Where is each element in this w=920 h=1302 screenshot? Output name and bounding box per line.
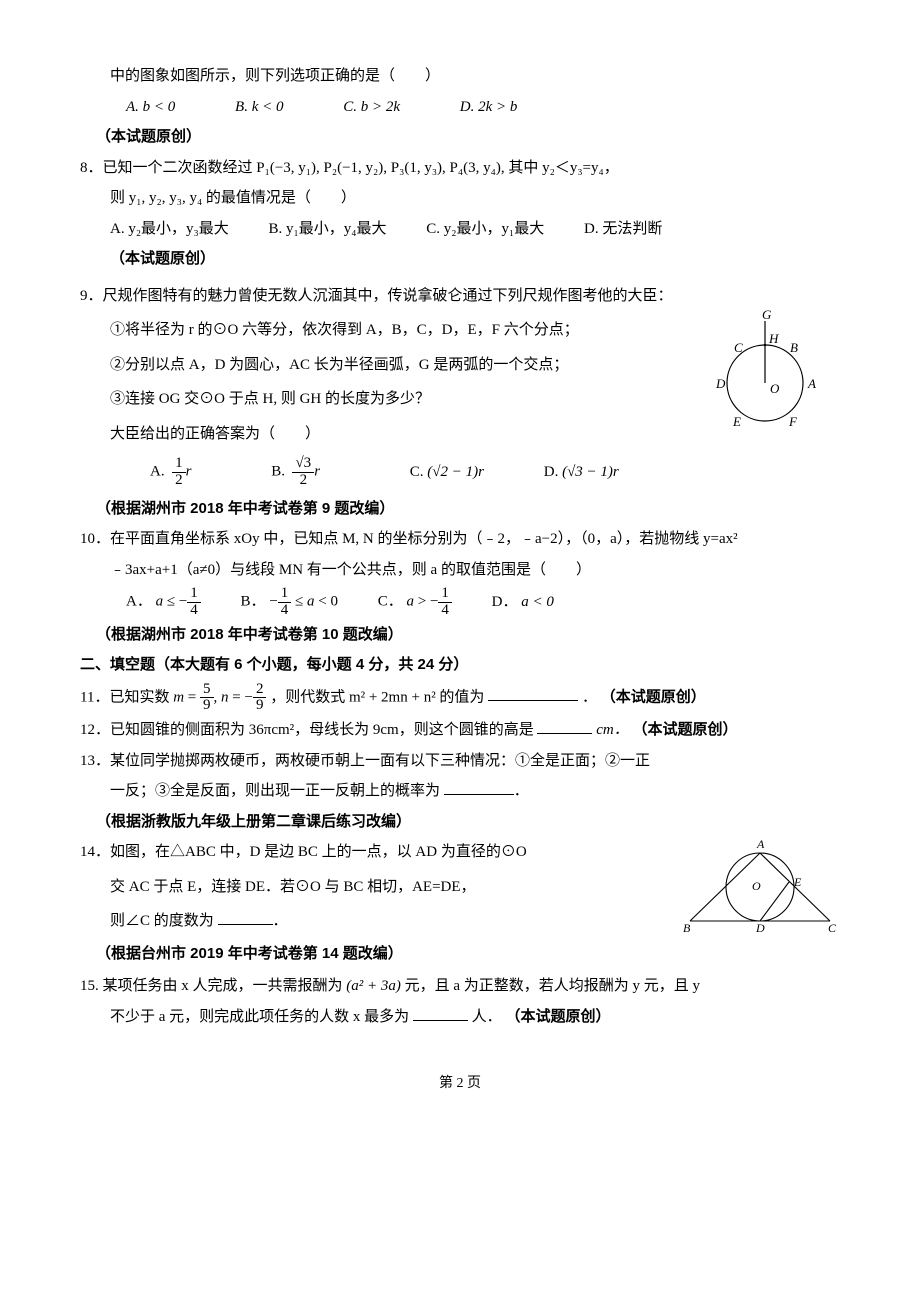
section-2-heading: 二、填空题（本大题有 6 个小题，每小题 4 分，共 24 分） xyxy=(80,651,840,680)
q7-opt-c: C. b > 2k xyxy=(343,93,400,122)
q9-circle-svg: A B C D E F G H O xyxy=(710,308,840,458)
q10-opt-a: A． a ≤ −14 xyxy=(126,586,201,619)
q10-opt-b: B． −14 ≤ a < 0 xyxy=(241,586,338,619)
q8-stem-2: 则 y₁, y₂, y₃, y₄ 的最值情况是（ ） xyxy=(80,184,840,213)
q10-note: （根据湖州市 2018 年中考试卷第 10 题改编） xyxy=(80,621,840,650)
q8-opt-d: D. 无法判断 xyxy=(584,215,662,244)
q9-row: 9．尺规作图特有的魅力曾使无数人沉湎其中，传说拿破仑通过下列尺规作图考他的大臣：… xyxy=(80,282,840,449)
q14-blank[interactable] xyxy=(218,909,273,925)
q14-figure: A B C D E O xyxy=(680,832,840,953)
q12-blank[interactable] xyxy=(537,718,592,734)
svg-text:H: H xyxy=(768,331,779,346)
q10-opt-c: C． a > −14 xyxy=(378,586,452,619)
q8-options: A. y₂最小，y₃最大 B. y₁最小，y₄最大 C. y₂最小，y₁最大 D… xyxy=(80,215,840,244)
q15-blank[interactable] xyxy=(413,1005,468,1021)
svg-text:B: B xyxy=(683,921,691,935)
svg-text:C: C xyxy=(828,921,837,935)
q9-stem: 9．尺规作图特有的魅力曾使无数人沉湎其中，传说拿破仑通过下列尺规作图考他的大臣： xyxy=(80,282,840,311)
q15-stem-2: 不少于 a 元，则完成此项任务的人数 x 最多为 人． （本试题原创） xyxy=(80,1003,840,1032)
q8-opt-c: C. y₂最小，y₁最大 xyxy=(426,215,544,244)
q11: 11．已知实数 m = 59, n = −29 ，则代数式 m² + 2mn +… xyxy=(80,682,840,715)
q7-opt-a: A. b < 0 xyxy=(126,93,175,122)
svg-text:O: O xyxy=(752,879,761,893)
q8-stem-1: 8．已知一个二次函数经过 P₁(−3, y₁), P₂(−1, y₂), P₃(… xyxy=(80,154,840,183)
q8-note: （本试题原创） xyxy=(80,245,840,274)
q10-opt-d: D． a < 0 xyxy=(492,588,554,617)
svg-text:C: C xyxy=(734,340,743,355)
q13-blank[interactable] xyxy=(444,779,514,795)
q10-options: A． a ≤ −14 B． −14 ≤ a < 0 C． a > −14 D． … xyxy=(80,586,840,619)
q9-opt-d: D. (√3 − 1)r xyxy=(544,458,619,487)
q9-figure: A B C D E F G H O xyxy=(710,308,840,469)
svg-text:A: A xyxy=(756,837,765,851)
svg-text:D: D xyxy=(715,376,726,391)
q7-options: A. b < 0 B. k < 0 C. b > 2k D. 2k > b xyxy=(80,93,840,122)
svg-text:O: O xyxy=(770,381,780,396)
svg-text:A: A xyxy=(807,376,816,391)
q9-opt-c: C. (√2 − 1)r xyxy=(410,458,484,487)
svg-text:G: G xyxy=(762,308,772,322)
svg-text:B: B xyxy=(790,340,798,355)
q13-stem-1: 13．某位同学抛掷两枚硬币，两枚硬币朝上一面有以下三种情况：①全是正面；②一正 xyxy=(80,747,840,776)
q14-svg: A B C D E O xyxy=(680,832,840,942)
q13-stem-2: 一反；③全是反面，则出现一正一反朝上的概率为 ． xyxy=(80,777,840,806)
q7-stem-cont: 中的图象如图所示，则下列选项正确的是（ ） xyxy=(80,62,840,91)
q15-stem-1: 15. 某项任务由 x 人完成，一共需报酬为 (a² + 3a) 元，且 a 为… xyxy=(80,972,840,1001)
q8-opt-a: A. y₂最小，y₃最大 xyxy=(110,215,229,244)
q7-opt-d: D. 2k > b xyxy=(460,93,518,122)
q11-blank[interactable] xyxy=(488,685,578,701)
q10-stem-1: 10．在平面直角坐标系 xOy 中，已知点 M, N 的坐标分别为（﹣2，﹣a−… xyxy=(80,525,840,554)
q14-row: 14．如图，在△ABC 中，D 是边 BC 上的一点，以 AD 为直径的⊙O 交… xyxy=(80,838,840,936)
q7-opt-b: B. k < 0 xyxy=(235,93,283,122)
svg-text:E: E xyxy=(732,414,741,429)
q9-opt-b: B. √32r xyxy=(271,456,320,489)
svg-text:F: F xyxy=(788,414,798,429)
q12: 12．已知圆锥的侧面积为 36πcm²，母线长为 9cm，则这个圆锥的高是 cm… xyxy=(80,716,840,745)
q10-stem-2: ﹣3ax+a+1（a≠0）与线段 MN 有一个公共点，则 a 的取值范围是（ ） xyxy=(80,556,840,585)
q8-opt-b: B. y₁最小，y₄最大 xyxy=(269,215,387,244)
svg-text:E: E xyxy=(793,875,802,889)
q9-note: （根据湖州市 2018 年中考试卷第 9 题改编） xyxy=(80,495,840,524)
page-footer: 第 2 页 xyxy=(80,1071,840,1098)
q9-opt-a: A. 12r xyxy=(150,456,191,489)
q7-note: （本试题原创） xyxy=(80,123,840,152)
svg-text:D: D xyxy=(755,921,765,935)
